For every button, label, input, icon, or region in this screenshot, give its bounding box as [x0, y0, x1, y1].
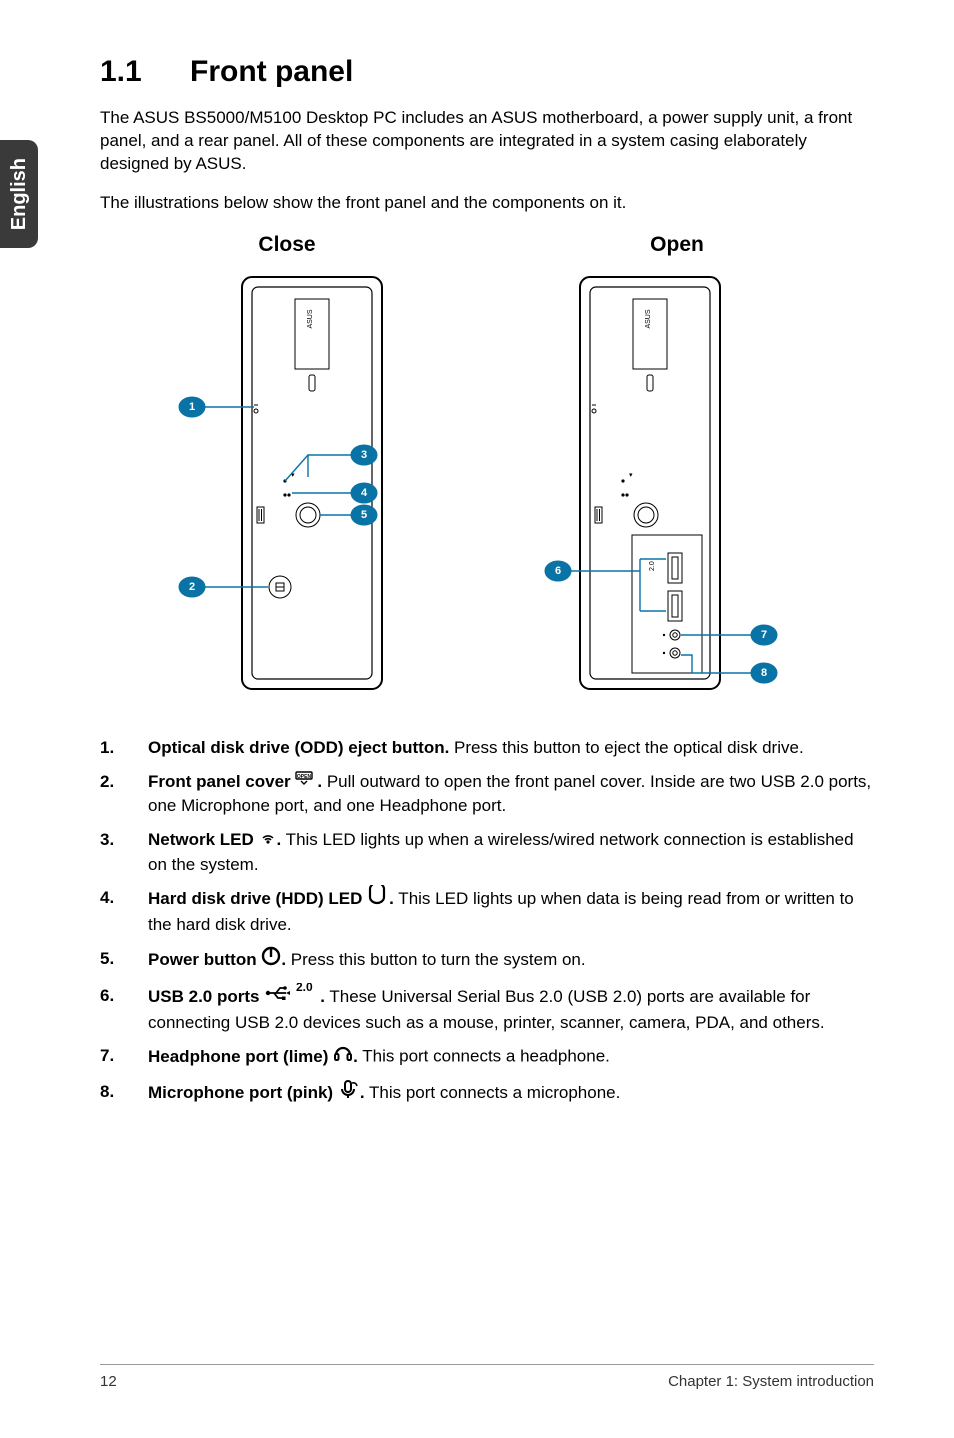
intro-block: The ASUS BS5000/M5100 Desktop PC include… — [100, 107, 874, 215]
list-item-bold: USB 2.0 ports 2.0. — [148, 987, 325, 1006]
usb-icon: 2.0 — [264, 983, 320, 1010]
diagram-close: Close ASUS ▾ — [152, 233, 422, 706]
list-item-text: Optical disk drive (ODD) eject button. P… — [148, 736, 874, 760]
callout-5: 5 — [361, 509, 367, 521]
intro-p2: The illustrations below show the front p… — [100, 192, 874, 215]
callout-1: 1 — [189, 401, 195, 413]
list-item-number: 8. — [100, 1080, 148, 1107]
asus-logo-text: ASUS — [307, 309, 314, 328]
chapter-label: Chapter 1: System introduction — [668, 1373, 874, 1390]
svg-text:2.0: 2.0 — [296, 983, 313, 994]
list-item: 6.USB 2.0 ports 2.0. These Universal Ser… — [100, 984, 874, 1035]
diagram-close-svg: ASUS ▾ 1 — [152, 271, 422, 701]
section-heading: 1.1Front panel — [100, 55, 874, 89]
wifi-icon — [259, 828, 277, 852]
list-item: 2.Front panel cover . Pull outward to op… — [100, 770, 874, 819]
list-item-number: 1. — [100, 736, 148, 760]
list-item-text: Network LED . This LED lights up when a … — [148, 828, 874, 876]
open-icon — [295, 769, 317, 794]
section-number: 1.1 — [100, 55, 190, 89]
svg-text:2.0: 2.0 — [649, 561, 656, 571]
list-item-bold: Hard disk drive (HDD) LED . — [148, 889, 394, 908]
side-language-label: English — [8, 158, 31, 230]
list-item: 1.Optical disk drive (ODD) eject button.… — [100, 736, 874, 760]
list-item-text: Hard disk drive (HDD) LED . This LED lig… — [148, 886, 874, 937]
list-item-bold: Microphone port (pink) . — [148, 1083, 365, 1102]
list-item: 4.Hard disk drive (HDD) LED . This LED l… — [100, 886, 874, 937]
list-item-text: Power button . Press this button to turn… — [148, 947, 874, 974]
diagram-close-title: Close — [152, 233, 422, 257]
diagram-open-title: Open — [532, 233, 822, 257]
list-item-number: 5. — [100, 947, 148, 974]
callout-2: 2 — [189, 581, 195, 593]
svg-text:▾: ▾ — [629, 472, 633, 479]
callout-8: 8 — [761, 667, 767, 679]
page-number: 12 — [100, 1373, 117, 1390]
list-item: 3.Network LED . This LED lights up when … — [100, 828, 874, 876]
asus-logo-text-open: ASUS — [645, 309, 652, 328]
diagram-row: Close ASUS ▾ — [100, 233, 874, 706]
callout-7: 7 — [761, 629, 767, 641]
list-item-text: Front panel cover . Pull outward to open… — [148, 770, 874, 819]
list-item-number: 7. — [100, 1044, 148, 1070]
section-title: Front panel — [190, 55, 353, 88]
power-icon — [261, 946, 281, 973]
side-language-tab: English — [0, 140, 38, 248]
callout-3: 3 — [361, 449, 367, 461]
feature-list: 1.Optical disk drive (ODD) eject button.… — [100, 736, 874, 1107]
main-content: 1.1Front panel The ASUS BS5000/M5100 Des… — [100, 55, 874, 1117]
list-item: 8.Microphone port (pink) . This port con… — [100, 1080, 874, 1107]
list-item-number: 4. — [100, 886, 148, 937]
list-item: 5.Power button . Press this button to tu… — [100, 947, 874, 974]
mic-icon — [338, 1079, 360, 1106]
list-item-bold: Optical disk drive (ODD) eject button. — [148, 738, 449, 757]
list-item-text: Microphone port (pink) . This port conne… — [148, 1080, 874, 1107]
list-item: 7.Headphone port (lime) . This port conn… — [100, 1044, 874, 1070]
diagram-open-svg: ASUS ▾ 2.0 — [532, 271, 822, 701]
list-item-text: Headphone port (lime) . This port connec… — [148, 1044, 874, 1070]
hdd-icon — [367, 885, 389, 912]
page-footer: 12 Chapter 1: System introduction — [100, 1364, 874, 1390]
list-item-bold: Headphone port (lime) . — [148, 1047, 358, 1066]
callout-4: 4 — [361, 487, 368, 499]
hp-icon — [333, 1043, 353, 1069]
list-item-bold: Network LED . — [148, 830, 281, 849]
list-item-number: 3. — [100, 828, 148, 876]
list-item-bold: Front panel cover . — [148, 772, 322, 791]
list-item-text: USB 2.0 ports 2.0. These Universal Seria… — [148, 984, 874, 1035]
callout-6: 6 — [555, 565, 561, 577]
list-item-bold: Power button . — [148, 950, 286, 969]
intro-p1: The ASUS BS5000/M5100 Desktop PC include… — [100, 107, 874, 176]
diagram-open: Open ASUS ▾ — [532, 233, 822, 706]
list-item-number: 2. — [100, 770, 148, 819]
list-item-number: 6. — [100, 984, 148, 1035]
